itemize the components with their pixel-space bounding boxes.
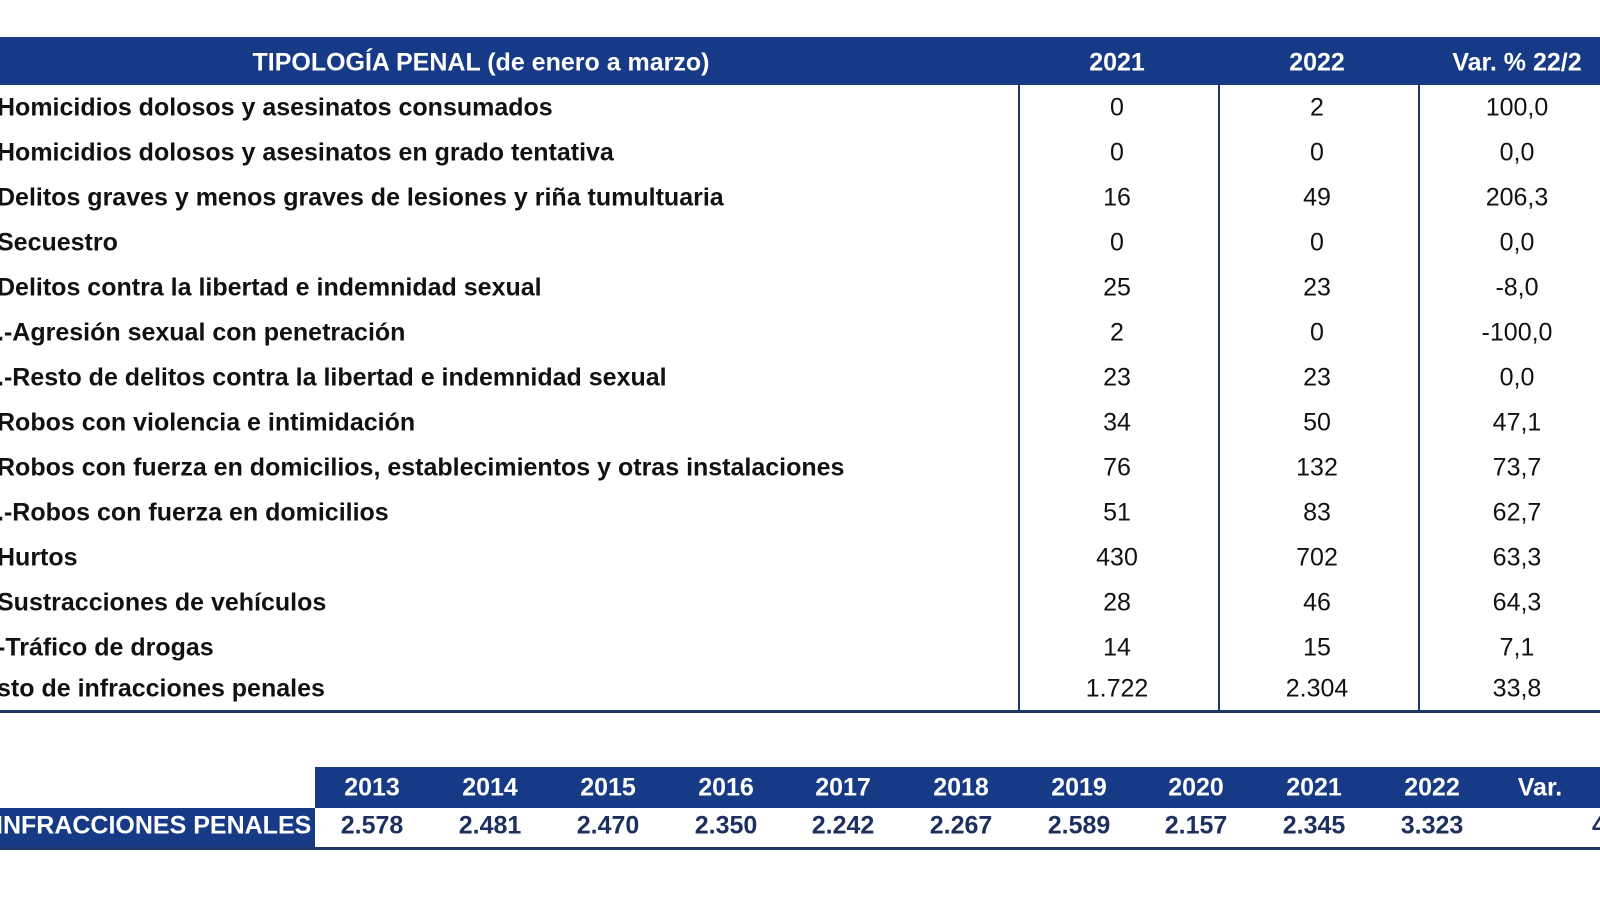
summary-value: 3.323 [1400, 811, 1464, 840]
summary-value: 2.242 [811, 811, 875, 840]
cell-value: 430 [1096, 543, 1138, 572]
table-bottom-border [0, 710, 1600, 713]
cell-value: 15 [1303, 633, 1331, 662]
summary-value: 2.157 [1164, 811, 1228, 840]
row-label: Robos con violencia e intimidación [0, 408, 416, 437]
cell-value: 16 [1103, 183, 1131, 212]
row-label: Homicidios dolosos y asesinatos consumad… [0, 93, 553, 122]
row-label: Delitos graves y menos graves de lesione… [0, 183, 724, 212]
header-bar [0, 37, 1600, 85]
summary-header-cell: 2019 [1051, 773, 1107, 802]
cell-value: 23 [1303, 363, 1331, 392]
header-cell: 2021 [1089, 48, 1145, 77]
cell-value: 14 [1103, 633, 1131, 662]
summary-value: 2.481 [458, 811, 522, 840]
summary-header-cell: Var. [1517, 773, 1563, 802]
row-label: .-Robos con fuerza en domicilios [0, 498, 389, 527]
cell-value: 702 [1296, 543, 1338, 572]
cell-value: 83 [1303, 498, 1331, 527]
summary-value: 2.470 [576, 811, 640, 840]
header-cell: 2022 [1289, 48, 1345, 77]
cell-value: 1.722 [1085, 674, 1149, 703]
cell-value: 76 [1103, 453, 1131, 482]
header-cell: Var. % 22/2 [1452, 48, 1582, 77]
cell-value: 0 [1310, 228, 1324, 257]
row-label: .-Agresión sexual con penetración [0, 318, 406, 347]
cell-value: 23 [1103, 363, 1131, 392]
summary-value: 2.345 [1282, 811, 1346, 840]
summary-header-cell: 2014 [462, 773, 518, 802]
row-label: Secuestro [0, 228, 118, 257]
summary-value: 2.350 [694, 811, 758, 840]
cell-value: 0 [1110, 228, 1124, 257]
cell-value: -8,0 [1495, 273, 1539, 302]
cell-value: 2.304 [1285, 674, 1349, 703]
summary-header-cell: 2015 [580, 773, 636, 802]
summary-header-cell: 2017 [815, 773, 871, 802]
cell-value: 62,7 [1492, 498, 1542, 527]
cell-value: 47,1 [1492, 408, 1542, 437]
cell-value: 46 [1303, 588, 1331, 617]
summary-bottom-border [0, 847, 1600, 850]
cell-value: -100,0 [1481, 318, 1553, 347]
cell-value: 64,3 [1492, 588, 1542, 617]
cell-value: 0 [1310, 318, 1324, 347]
summary-value: 2.578 [340, 811, 404, 840]
summary-header-cell: 2020 [1168, 773, 1224, 802]
column-divider [1018, 85, 1020, 711]
cell-value: 2 [1110, 318, 1124, 347]
summary-value: 2.589 [1047, 811, 1111, 840]
row-label: Delitos contra la libertad e indemnidad … [0, 273, 542, 302]
summary-header-cell: 2021 [1286, 773, 1342, 802]
cell-value: 63,3 [1492, 543, 1542, 572]
column-divider [1218, 85, 1220, 711]
cell-value: 0 [1310, 138, 1324, 167]
cell-value: 25 [1103, 273, 1131, 302]
cell-value: 100,0 [1485, 93, 1549, 122]
header-cell: TIPOLOGÍA PENAL (de enero a marzo) [252, 48, 710, 77]
cell-value: 23 [1303, 273, 1331, 302]
row-label: Sustracciones de vehículos [0, 588, 327, 617]
row-label: -Tráfico de drogas [0, 633, 214, 662]
cell-value: 28 [1103, 588, 1131, 617]
row-label: Hurtos [0, 543, 78, 572]
cell-value: 33,8 [1492, 674, 1542, 703]
cell-value: 206,3 [1485, 183, 1549, 212]
cell-value: 34 [1103, 408, 1131, 437]
summary-header-cell: 2013 [344, 773, 400, 802]
summary-header-cell: 2022 [1404, 773, 1460, 802]
summary-value: 2.267 [929, 811, 993, 840]
cell-value: 0 [1110, 138, 1124, 167]
cell-value: 51 [1103, 498, 1131, 527]
cell-value: 73,7 [1492, 453, 1542, 482]
cell-value: 0,0 [1499, 228, 1535, 257]
summary-header-cell: 2016 [698, 773, 754, 802]
cell-value: 7,1 [1499, 633, 1535, 662]
row-label: sto de infracciones penales [0, 674, 325, 703]
row-label: Robos con fuerza en domicilios, establec… [0, 453, 845, 482]
cell-value: 132 [1296, 453, 1338, 482]
row-label: Homicidios dolosos y asesinatos en grado… [0, 138, 614, 167]
cell-value: 0,0 [1499, 138, 1535, 167]
summary-label: INFRACCIONES PENALES [0, 811, 312, 840]
cell-value: 0 [1110, 93, 1124, 122]
cell-value: 2 [1310, 93, 1324, 122]
row-label: .-Resto de delitos contra la libertad e … [0, 363, 667, 392]
summary-label-cell [0, 808, 315, 848]
summary-value: 4 [1592, 811, 1600, 840]
summary-header-bar [315, 767, 1600, 808]
cell-value: 0,0 [1499, 363, 1535, 392]
cell-value: 50 [1303, 408, 1331, 437]
cell-value: 49 [1303, 183, 1331, 212]
summary-header-cell: 2018 [933, 773, 989, 802]
column-divider [1418, 85, 1420, 711]
